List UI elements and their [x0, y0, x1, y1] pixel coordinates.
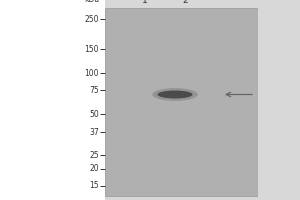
Text: 100: 100	[85, 69, 99, 78]
Text: 25: 25	[89, 151, 99, 160]
Text: 250: 250	[85, 15, 99, 24]
Text: 150: 150	[85, 45, 99, 54]
Text: 1: 1	[142, 0, 148, 5]
Bar	[258, 0, 300, 200]
Bar	[105, 8, 258, 196]
Text: 20: 20	[89, 164, 99, 173]
Text: 75: 75	[89, 86, 99, 95]
Text: 15: 15	[89, 181, 99, 190]
Text: kDa: kDa	[84, 0, 99, 4]
Text: 50: 50	[89, 110, 99, 119]
Ellipse shape	[152, 88, 198, 101]
Ellipse shape	[158, 90, 193, 98]
Text: 37: 37	[89, 128, 99, 137]
Text: 2: 2	[182, 0, 188, 5]
Bar	[0, 0, 105, 200]
